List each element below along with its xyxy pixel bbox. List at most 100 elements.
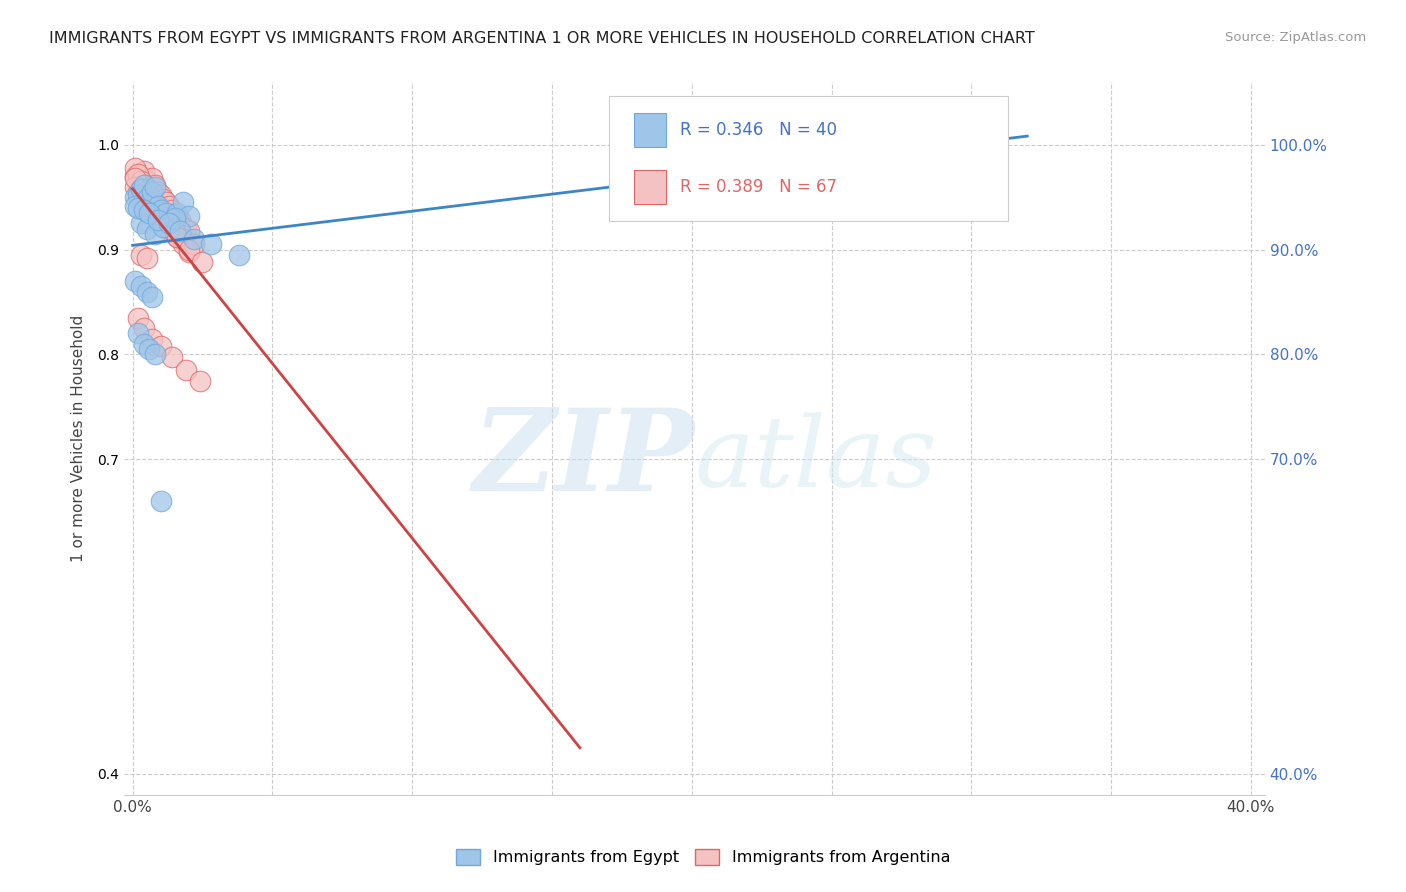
Point <box>157 221 180 235</box>
Point <box>143 196 166 211</box>
Point <box>135 174 157 188</box>
Point <box>141 332 163 346</box>
Point <box>143 347 166 361</box>
Point <box>132 178 155 192</box>
Point <box>172 219 194 234</box>
Text: atlas: atlas <box>695 412 938 508</box>
Point <box>129 216 152 230</box>
Point <box>188 374 211 388</box>
Point <box>166 230 188 244</box>
Point <box>138 342 160 356</box>
Point <box>146 206 169 220</box>
Point <box>141 198 163 212</box>
Point <box>127 326 149 341</box>
Point <box>149 494 172 508</box>
FancyBboxPatch shape <box>634 113 666 147</box>
Point <box>157 198 180 212</box>
Text: R = 0.346   N = 40: R = 0.346 N = 40 <box>679 121 837 139</box>
Point <box>155 206 177 220</box>
Point <box>138 196 160 211</box>
Point <box>135 251 157 265</box>
Point <box>160 350 183 364</box>
Point <box>143 178 166 192</box>
Point <box>172 195 194 210</box>
Point <box>177 209 200 223</box>
Point <box>163 224 186 238</box>
Text: Source: ZipAtlas.com: Source: ZipAtlas.com <box>1226 31 1367 45</box>
Point <box>124 161 146 175</box>
Point <box>132 321 155 335</box>
Point <box>135 182 157 196</box>
Point <box>191 255 214 269</box>
Point <box>141 290 163 304</box>
Point <box>138 198 160 212</box>
Point <box>132 164 155 178</box>
Point <box>141 185 163 199</box>
Point <box>200 237 222 252</box>
Point <box>135 190 157 204</box>
FancyBboxPatch shape <box>634 169 666 203</box>
Text: R = 0.389   N = 67: R = 0.389 N = 67 <box>679 178 837 195</box>
Point <box>127 310 149 325</box>
Point <box>149 209 172 223</box>
Point <box>177 224 200 238</box>
Point <box>124 198 146 212</box>
Point <box>946 136 969 151</box>
Point <box>127 185 149 199</box>
Point <box>143 202 166 217</box>
Point <box>146 201 169 215</box>
Point <box>174 221 197 235</box>
Point <box>132 178 155 192</box>
Text: IMMIGRANTS FROM EGYPT VS IMMIGRANTS FROM ARGENTINA 1 OR MORE VEHICLES IN HOUSEHO: IMMIGRANTS FROM EGYPT VS IMMIGRANTS FROM… <box>49 31 1035 46</box>
Point <box>135 285 157 299</box>
Point <box>124 274 146 288</box>
Point <box>146 213 169 227</box>
Point <box>127 167 149 181</box>
Point <box>152 192 174 206</box>
Point <box>135 221 157 235</box>
Legend: Immigrants from Egypt, Immigrants from Argentina: Immigrants from Egypt, Immigrants from A… <box>449 841 957 873</box>
FancyBboxPatch shape <box>609 96 1008 221</box>
Point <box>124 179 146 194</box>
Point <box>129 174 152 188</box>
Point <box>135 192 157 206</box>
Point <box>166 230 188 244</box>
Point <box>172 237 194 252</box>
Point <box>129 279 152 293</box>
Y-axis label: 1 or more Vehicles in Household: 1 or more Vehicles in Household <box>72 315 86 562</box>
Point <box>138 188 160 202</box>
Point <box>127 201 149 215</box>
Point <box>132 192 155 206</box>
Point <box>129 248 152 262</box>
Point <box>157 216 180 230</box>
Point <box>152 213 174 227</box>
Point <box>146 185 169 199</box>
Point <box>138 179 160 194</box>
Point <box>160 213 183 227</box>
Point <box>127 188 149 202</box>
Point <box>124 169 146 184</box>
Point <box>129 182 152 196</box>
Point <box>160 202 183 217</box>
Point <box>127 167 149 181</box>
Point <box>152 209 174 223</box>
Point <box>160 221 183 235</box>
Point <box>149 202 172 217</box>
Point <box>141 192 163 206</box>
Point <box>143 227 166 241</box>
Point <box>163 226 186 240</box>
Point <box>163 211 186 226</box>
Point <box>174 363 197 377</box>
Point <box>149 188 172 202</box>
Point <box>155 213 177 227</box>
Point <box>149 206 172 220</box>
Point <box>163 207 186 221</box>
Point <box>132 202 155 217</box>
Point <box>141 171 163 186</box>
Point <box>169 224 191 238</box>
Point <box>166 206 188 220</box>
Point <box>124 190 146 204</box>
Point <box>124 171 146 186</box>
Point <box>169 213 191 227</box>
Point <box>152 219 174 234</box>
